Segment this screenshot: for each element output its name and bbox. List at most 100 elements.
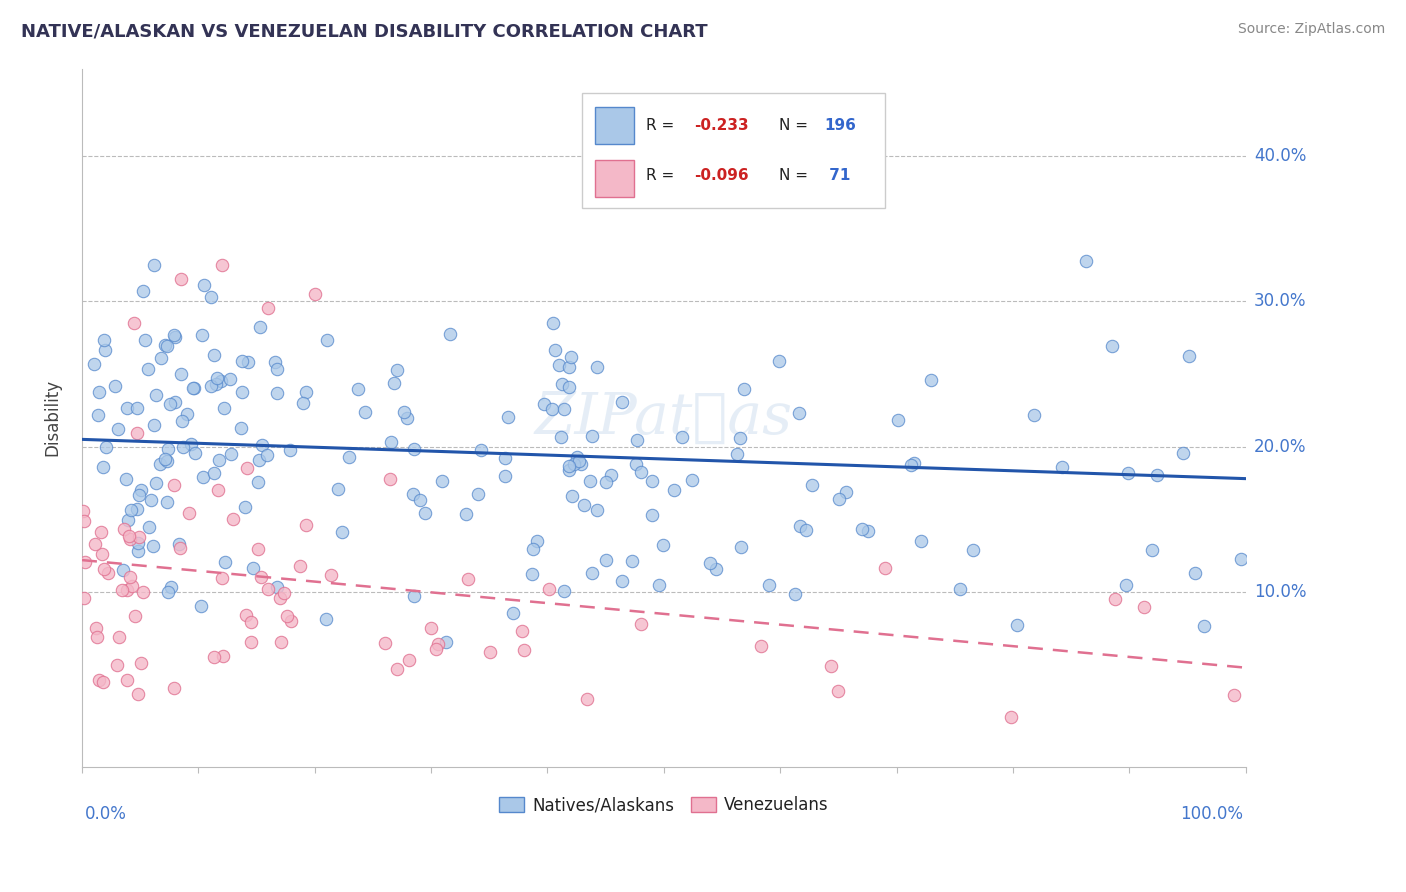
Point	[159, 396, 181, 410]
Point	[124, 608, 146, 623]
Point	[219, 372, 242, 386]
Point	[1222, 688, 1244, 702]
Point	[538, 582, 561, 597]
Point	[733, 382, 755, 396]
Point	[231, 385, 253, 400]
Point	[457, 572, 479, 586]
Point	[380, 434, 402, 449]
Point	[142, 540, 165, 554]
Point	[949, 582, 972, 597]
Point	[565, 450, 588, 464]
Point	[595, 475, 617, 489]
Point	[172, 414, 194, 428]
Point	[128, 487, 150, 501]
Point	[202, 466, 225, 480]
Point	[138, 520, 160, 534]
Point	[153, 338, 176, 352]
Point	[191, 469, 214, 483]
Point	[163, 394, 186, 409]
Point	[758, 578, 780, 592]
Point	[561, 489, 583, 503]
Legend: Natives/Alaskans, Venezuelans: Natives/Alaskans, Venezuelans	[492, 789, 835, 821]
Point	[83, 357, 105, 371]
Point	[222, 512, 245, 526]
Point	[124, 316, 146, 330]
Point	[156, 339, 179, 353]
Point	[90, 525, 112, 540]
Point	[266, 580, 288, 594]
Point	[382, 376, 405, 390]
Point	[145, 475, 167, 490]
Point	[110, 582, 132, 597]
Point	[579, 474, 602, 488]
Point	[910, 533, 932, 548]
Point	[256, 582, 278, 596]
Point	[200, 378, 222, 392]
Point	[235, 460, 257, 475]
Point	[170, 367, 193, 381]
Point	[250, 438, 273, 452]
Point	[134, 333, 156, 347]
Point	[1173, 446, 1195, 460]
Point	[97, 566, 120, 581]
Point	[143, 417, 166, 432]
Point	[156, 494, 179, 508]
Point	[212, 401, 235, 415]
Point	[240, 615, 263, 629]
Point	[581, 566, 603, 580]
Point	[117, 513, 139, 527]
Point	[541, 401, 564, 416]
Point	[89, 673, 111, 687]
Point	[496, 409, 519, 424]
Point	[212, 648, 235, 663]
Point	[522, 542, 544, 557]
Text: NATIVE/ALASKAN VS VENEZUELAN DISABILITY CORRELATION CHART: NATIVE/ALASKAN VS VENEZUELAN DISABILITY …	[21, 22, 707, 40]
Point	[533, 397, 555, 411]
Point	[155, 454, 177, 468]
Point	[183, 381, 205, 395]
Point	[127, 502, 149, 516]
Point	[768, 353, 790, 368]
Point	[903, 456, 925, 470]
Text: 10.0%: 10.0%	[1254, 583, 1306, 601]
Text: 0.0%: 0.0%	[84, 805, 127, 823]
Point	[900, 458, 922, 472]
Point	[269, 591, 291, 605]
Point	[127, 425, 149, 440]
Point	[1101, 339, 1123, 353]
Point	[280, 614, 302, 628]
Point	[749, 639, 772, 653]
Point	[181, 381, 204, 395]
Point	[170, 272, 193, 286]
Point	[827, 684, 849, 698]
Point	[264, 355, 287, 369]
Point	[387, 363, 409, 377]
Point	[873, 561, 896, 575]
Point	[887, 412, 910, 426]
Point	[1000, 710, 1022, 724]
Y-axis label: Disability: Disability	[44, 379, 60, 456]
Point	[626, 434, 648, 448]
Point	[153, 452, 176, 467]
Point	[558, 360, 581, 375]
Point	[163, 478, 186, 492]
Point	[699, 556, 721, 570]
Point	[425, 642, 447, 657]
Point	[214, 555, 236, 569]
Point	[553, 401, 575, 416]
Point	[202, 348, 225, 362]
Point	[630, 617, 652, 632]
Point	[160, 580, 183, 594]
Point	[207, 483, 229, 497]
Point	[1229, 552, 1251, 566]
Point	[156, 442, 179, 457]
Point	[205, 376, 228, 391]
Point	[439, 326, 461, 341]
Point	[211, 258, 233, 272]
Point	[266, 385, 288, 400]
Point	[233, 500, 256, 515]
Point	[558, 380, 581, 394]
Point	[641, 474, 664, 488]
Point	[138, 362, 160, 376]
Point	[494, 469, 516, 483]
